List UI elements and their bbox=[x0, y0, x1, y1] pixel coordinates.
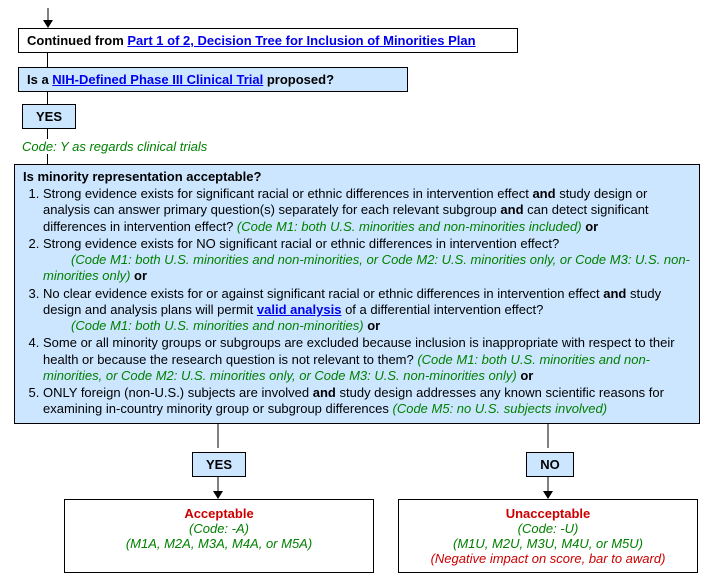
incoming-arrow bbox=[8, 8, 88, 28]
result-arrows bbox=[8, 477, 708, 499]
main-heading: Is minority representation acceptable? bbox=[23, 169, 691, 184]
connector bbox=[47, 53, 48, 67]
criterion-4: Some or all minority groups or subgroups… bbox=[43, 335, 691, 384]
continued-box: Continued from Part 1 of 2, Decision Tre… bbox=[18, 28, 518, 53]
branch-no: NO bbox=[526, 452, 574, 477]
acceptable-title: Acceptable bbox=[69, 506, 369, 521]
criteria-list: Strong evidence exists for significant r… bbox=[23, 186, 691, 418]
yes-no-row: YES NO bbox=[8, 452, 702, 477]
connector bbox=[47, 129, 48, 139]
q1-prefix: Is a bbox=[27, 72, 52, 87]
q1-link[interactable]: NIH-Defined Phase III Clinical Trial bbox=[52, 72, 263, 87]
branch-connectors bbox=[8, 424, 708, 452]
code-clinical-trials: Code: Y as regards clinical trials bbox=[22, 139, 702, 154]
branch-yes: YES bbox=[192, 452, 246, 477]
unacceptable-impact: (Negative impact on score, bar to award) bbox=[403, 551, 693, 566]
acceptable-box: Acceptable (Code: -A) (M1A, M2A, M3A, M4… bbox=[64, 499, 374, 573]
connector bbox=[47, 154, 48, 164]
criterion-5: ONLY foreign (non-U.S.) subjects are inv… bbox=[43, 385, 691, 418]
outcome-row: Acceptable (Code: -A) (M1A, M2A, M3A, M4… bbox=[8, 499, 702, 573]
unacceptable-detail: (M1U, M2U, M3U, M4U, or M5U) bbox=[403, 536, 693, 551]
question-phase3: Is a NIH-Defined Phase III Clinical Tria… bbox=[18, 67, 408, 92]
q1-suffix: proposed? bbox=[263, 72, 334, 87]
minority-representation-box: Is minority representation acceptable? S… bbox=[14, 164, 700, 424]
criterion-3: No clear evidence exists for or against … bbox=[43, 286, 691, 335]
continued-link[interactable]: Part 1 of 2, Decision Tree for Inclusion… bbox=[127, 33, 475, 48]
unacceptable-code: (Code: -U) bbox=[403, 521, 693, 536]
criterion-1: Strong evidence exists for significant r… bbox=[43, 186, 691, 235]
unacceptable-box: Unacceptable (Code: -U) (M1U, M2U, M3U, … bbox=[398, 499, 698, 573]
unacceptable-title: Unacceptable bbox=[403, 506, 693, 521]
criterion-2: Strong evidence exists for NO significan… bbox=[43, 236, 691, 285]
continued-prefix: Continued from bbox=[27, 33, 127, 48]
yes-phase3: YES bbox=[22, 104, 76, 129]
valid-analysis-link[interactable]: valid analysis bbox=[257, 302, 342, 317]
acceptable-detail: (M1A, M2A, M3A, M4A, or M5A) bbox=[69, 536, 369, 551]
connector bbox=[47, 92, 48, 104]
acceptable-code: (Code: -A) bbox=[69, 521, 369, 536]
